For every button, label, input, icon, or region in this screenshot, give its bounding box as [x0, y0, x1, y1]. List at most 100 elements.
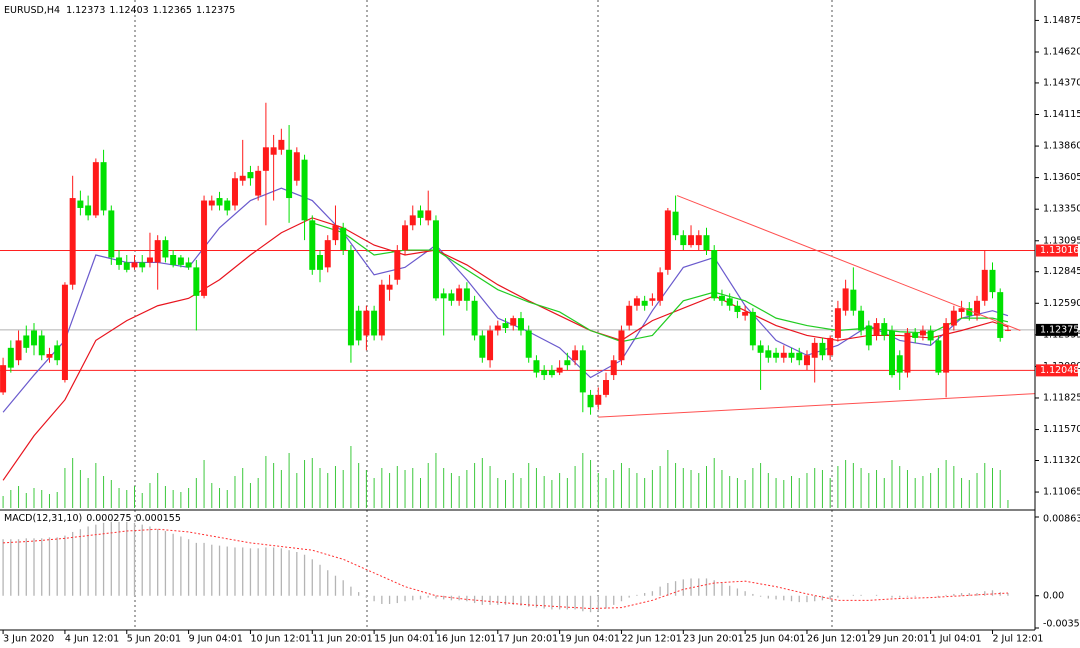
- candle-body: [595, 394, 602, 405]
- signal-readout: 0.000155: [136, 513, 181, 524]
- x-tick-label: 15 Jun 04:01: [374, 634, 434, 645]
- close-readout: 1.12375: [196, 5, 235, 16]
- candle-body: [123, 262, 130, 270]
- y-tick-label: 1.11570: [1043, 424, 1080, 435]
- y-tick-label: 1.14370: [1043, 77, 1080, 88]
- candle-body: [139, 262, 146, 268]
- candle-body: [912, 332, 919, 338]
- macd-pane: [2, 521, 1009, 613]
- candle-body: [270, 147, 277, 155]
- candle-body: [193, 267, 200, 296]
- candle-body: [788, 352, 795, 358]
- trendline: [598, 393, 1036, 418]
- candle-body: [572, 350, 579, 361]
- candle-body: [958, 308, 965, 312]
- candle-body: [440, 293, 447, 299]
- candle-body: [402, 225, 409, 251]
- chart-header: EURUSD,H4 1.12373 1.12403 1.12365 1.12375: [4, 5, 235, 16]
- candle-body: [641, 300, 648, 306]
- candle-body: [425, 210, 432, 221]
- candle-body: [239, 175, 246, 181]
- symbol: EURUSD,H4: [4, 5, 60, 16]
- candle-body: [317, 255, 324, 270]
- x-tick-label: 23 Jun 20:01: [683, 634, 743, 645]
- candle-body: [904, 332, 911, 373]
- candle-body: [201, 200, 208, 296]
- x-tick-label: 29 Jun 20:01: [869, 634, 929, 645]
- candle-body: [556, 367, 563, 373]
- candle-body: [324, 240, 331, 268]
- candle-body: [919, 330, 926, 336]
- candle-body: [579, 350, 586, 393]
- y-tick-label: 1.14875: [1043, 15, 1080, 26]
- candle-body: [456, 288, 463, 301]
- macd-signal: [3, 528, 1008, 610]
- candle-body: [695, 235, 702, 246]
- candle-body: [780, 352, 787, 358]
- candle-body: [255, 170, 262, 196]
- candle-body: [170, 255, 177, 265]
- candle-body: [865, 325, 872, 346]
- y-tick-label: 1.13095: [1043, 235, 1080, 246]
- y-tick-label: 1.11065: [1043, 487, 1080, 498]
- candle-body: [208, 200, 215, 206]
- candle-body: [231, 178, 238, 206]
- candle-body: [0, 365, 7, 393]
- y-tick-label: 1.12590: [1043, 298, 1080, 309]
- candle-body: [989, 269, 996, 293]
- macd-readout: 0.000275: [86, 513, 131, 524]
- candle-body: [286, 149, 293, 199]
- candle-body: [15, 340, 22, 361]
- candle-body: [116, 257, 123, 265]
- y-tick-label: 1.14115: [1043, 109, 1080, 120]
- candle-body: [69, 198, 76, 285]
- candle-body: [293, 152, 300, 181]
- candle-body: [610, 360, 617, 376]
- candle-body: [154, 240, 161, 263]
- candle-body: [850, 289, 857, 311]
- candle-body: [108, 210, 115, 258]
- candle-body: [301, 159, 308, 221]
- candle-body: [432, 220, 439, 299]
- candle-body: [38, 335, 45, 356]
- candle-body: [162, 240, 169, 258]
- candle-body: [974, 300, 981, 316]
- candle-body: [664, 210, 671, 270]
- high-readout: 1.12403: [109, 5, 148, 16]
- candle-body: [757, 345, 764, 353]
- candle-body: [927, 330, 934, 341]
- candle-body: [811, 342, 818, 358]
- candle-body: [146, 257, 153, 263]
- candle-body: [618, 330, 625, 361]
- candle-body: [131, 262, 138, 268]
- open-readout: 1.12373: [66, 5, 105, 16]
- candle-body: [479, 335, 486, 358]
- y-tick-label: 1.13860: [1043, 141, 1080, 152]
- candle-body: [525, 330, 532, 358]
- candle-body: [23, 335, 30, 348]
- x-tick-label: 17 Jun 20:01: [498, 634, 558, 645]
- x-tick-label: 1 Jul 04:01: [931, 634, 982, 645]
- candle-body: [363, 310, 370, 336]
- candle-body: [672, 211, 679, 236]
- candle-body: [386, 284, 393, 290]
- candle-body: [873, 323, 880, 336]
- y-tick-label: 1.12845: [1043, 266, 1080, 277]
- candle-body: [881, 323, 888, 336]
- x-tick-label: 2 Jul 12:01: [992, 634, 1043, 645]
- candle-body: [517, 318, 524, 331]
- candle-body: [394, 250, 401, 280]
- candle-body: [834, 308, 841, 338]
- candle-body: [409, 215, 416, 226]
- candle-body: [31, 330, 38, 346]
- candle-body: [100, 162, 107, 211]
- candle-body: [649, 298, 656, 301]
- candle-body: [633, 298, 640, 306]
- candle-body: [448, 293, 455, 301]
- y-tick-label: 1.14620: [1043, 46, 1080, 57]
- candle-body: [819, 342, 826, 356]
